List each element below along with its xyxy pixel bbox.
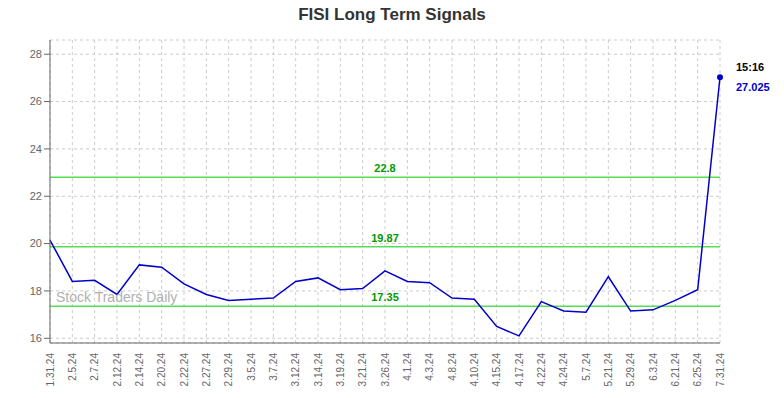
svg-text:2.29.24: 2.29.24 [223, 353, 234, 387]
svg-text:3.12.24: 3.12.24 [290, 353, 301, 387]
svg-text:16: 16 [30, 332, 42, 344]
svg-text:18: 18 [30, 285, 42, 297]
svg-text:3.19.24: 3.19.24 [335, 353, 346, 387]
svg-text:2.27.24: 2.27.24 [201, 353, 212, 387]
svg-text:4.8.24: 4.8.24 [447, 353, 458, 381]
svg-text:15:16: 15:16 [736, 61, 764, 73]
svg-text:5.29.24: 5.29.24 [625, 353, 636, 387]
svg-text:5.7.24: 5.7.24 [581, 353, 592, 381]
svg-text:2.20.24: 2.20.24 [156, 353, 167, 387]
svg-text:2.7.24: 2.7.24 [89, 353, 100, 381]
svg-text:2.12.24: 2.12.24 [112, 353, 123, 387]
svg-text:19.87: 19.87 [371, 232, 399, 244]
svg-text:4.17.24: 4.17.24 [514, 353, 525, 387]
html-text:FISI Long Term Signals: FISI Long Term Signals [298, 5, 486, 24]
svg-text:4.1.24: 4.1.24 [402, 353, 413, 381]
svg-text:5.21.24: 5.21.24 [603, 353, 614, 387]
svg-text:4.10.24: 4.10.24 [469, 353, 480, 387]
svg-text:6.3.24: 6.3.24 [648, 353, 659, 381]
html-text:Stock Traders Daily: Stock Traders Daily [56, 288, 178, 305]
svg-text:22.8: 22.8 [374, 162, 395, 174]
svg-text:24: 24 [30, 143, 42, 155]
svg-text:6.25.24: 6.25.24 [692, 353, 703, 387]
svg-text:22: 22 [30, 190, 42, 202]
svg-text:4.22.24: 4.22.24 [536, 353, 547, 387]
svg-text:7.31.24: 7.31.24 [715, 353, 726, 387]
svg-text:2.5.24: 2.5.24 [67, 353, 78, 381]
svg-text:3.5.24: 3.5.24 [246, 353, 257, 381]
svg-text:27.025: 27.025 [736, 81, 770, 93]
svg-text:4.24.24: 4.24.24 [558, 353, 569, 387]
svg-text:3.26.24: 3.26.24 [380, 353, 391, 387]
svg-text:3.14.24: 3.14.24 [313, 353, 324, 387]
svg-text:1.31.24: 1.31.24 [45, 353, 56, 387]
svg-text:4.3.24: 4.3.24 [424, 353, 435, 381]
svg-text:20: 20 [30, 237, 42, 249]
svg-text:26: 26 [30, 95, 42, 107]
svg-text:6.21.24: 6.21.24 [670, 353, 681, 387]
svg-text:3.7.24: 3.7.24 [268, 353, 279, 381]
svg-text:3.21.24: 3.21.24 [357, 353, 368, 387]
svg-text:2.22.24: 2.22.24 [179, 353, 190, 387]
svg-text:2.14.24: 2.14.24 [134, 353, 145, 387]
svg-text:4.15.24: 4.15.24 [491, 353, 502, 387]
svg-text:17.35: 17.35 [371, 291, 399, 303]
svg-text:28: 28 [30, 48, 42, 60]
